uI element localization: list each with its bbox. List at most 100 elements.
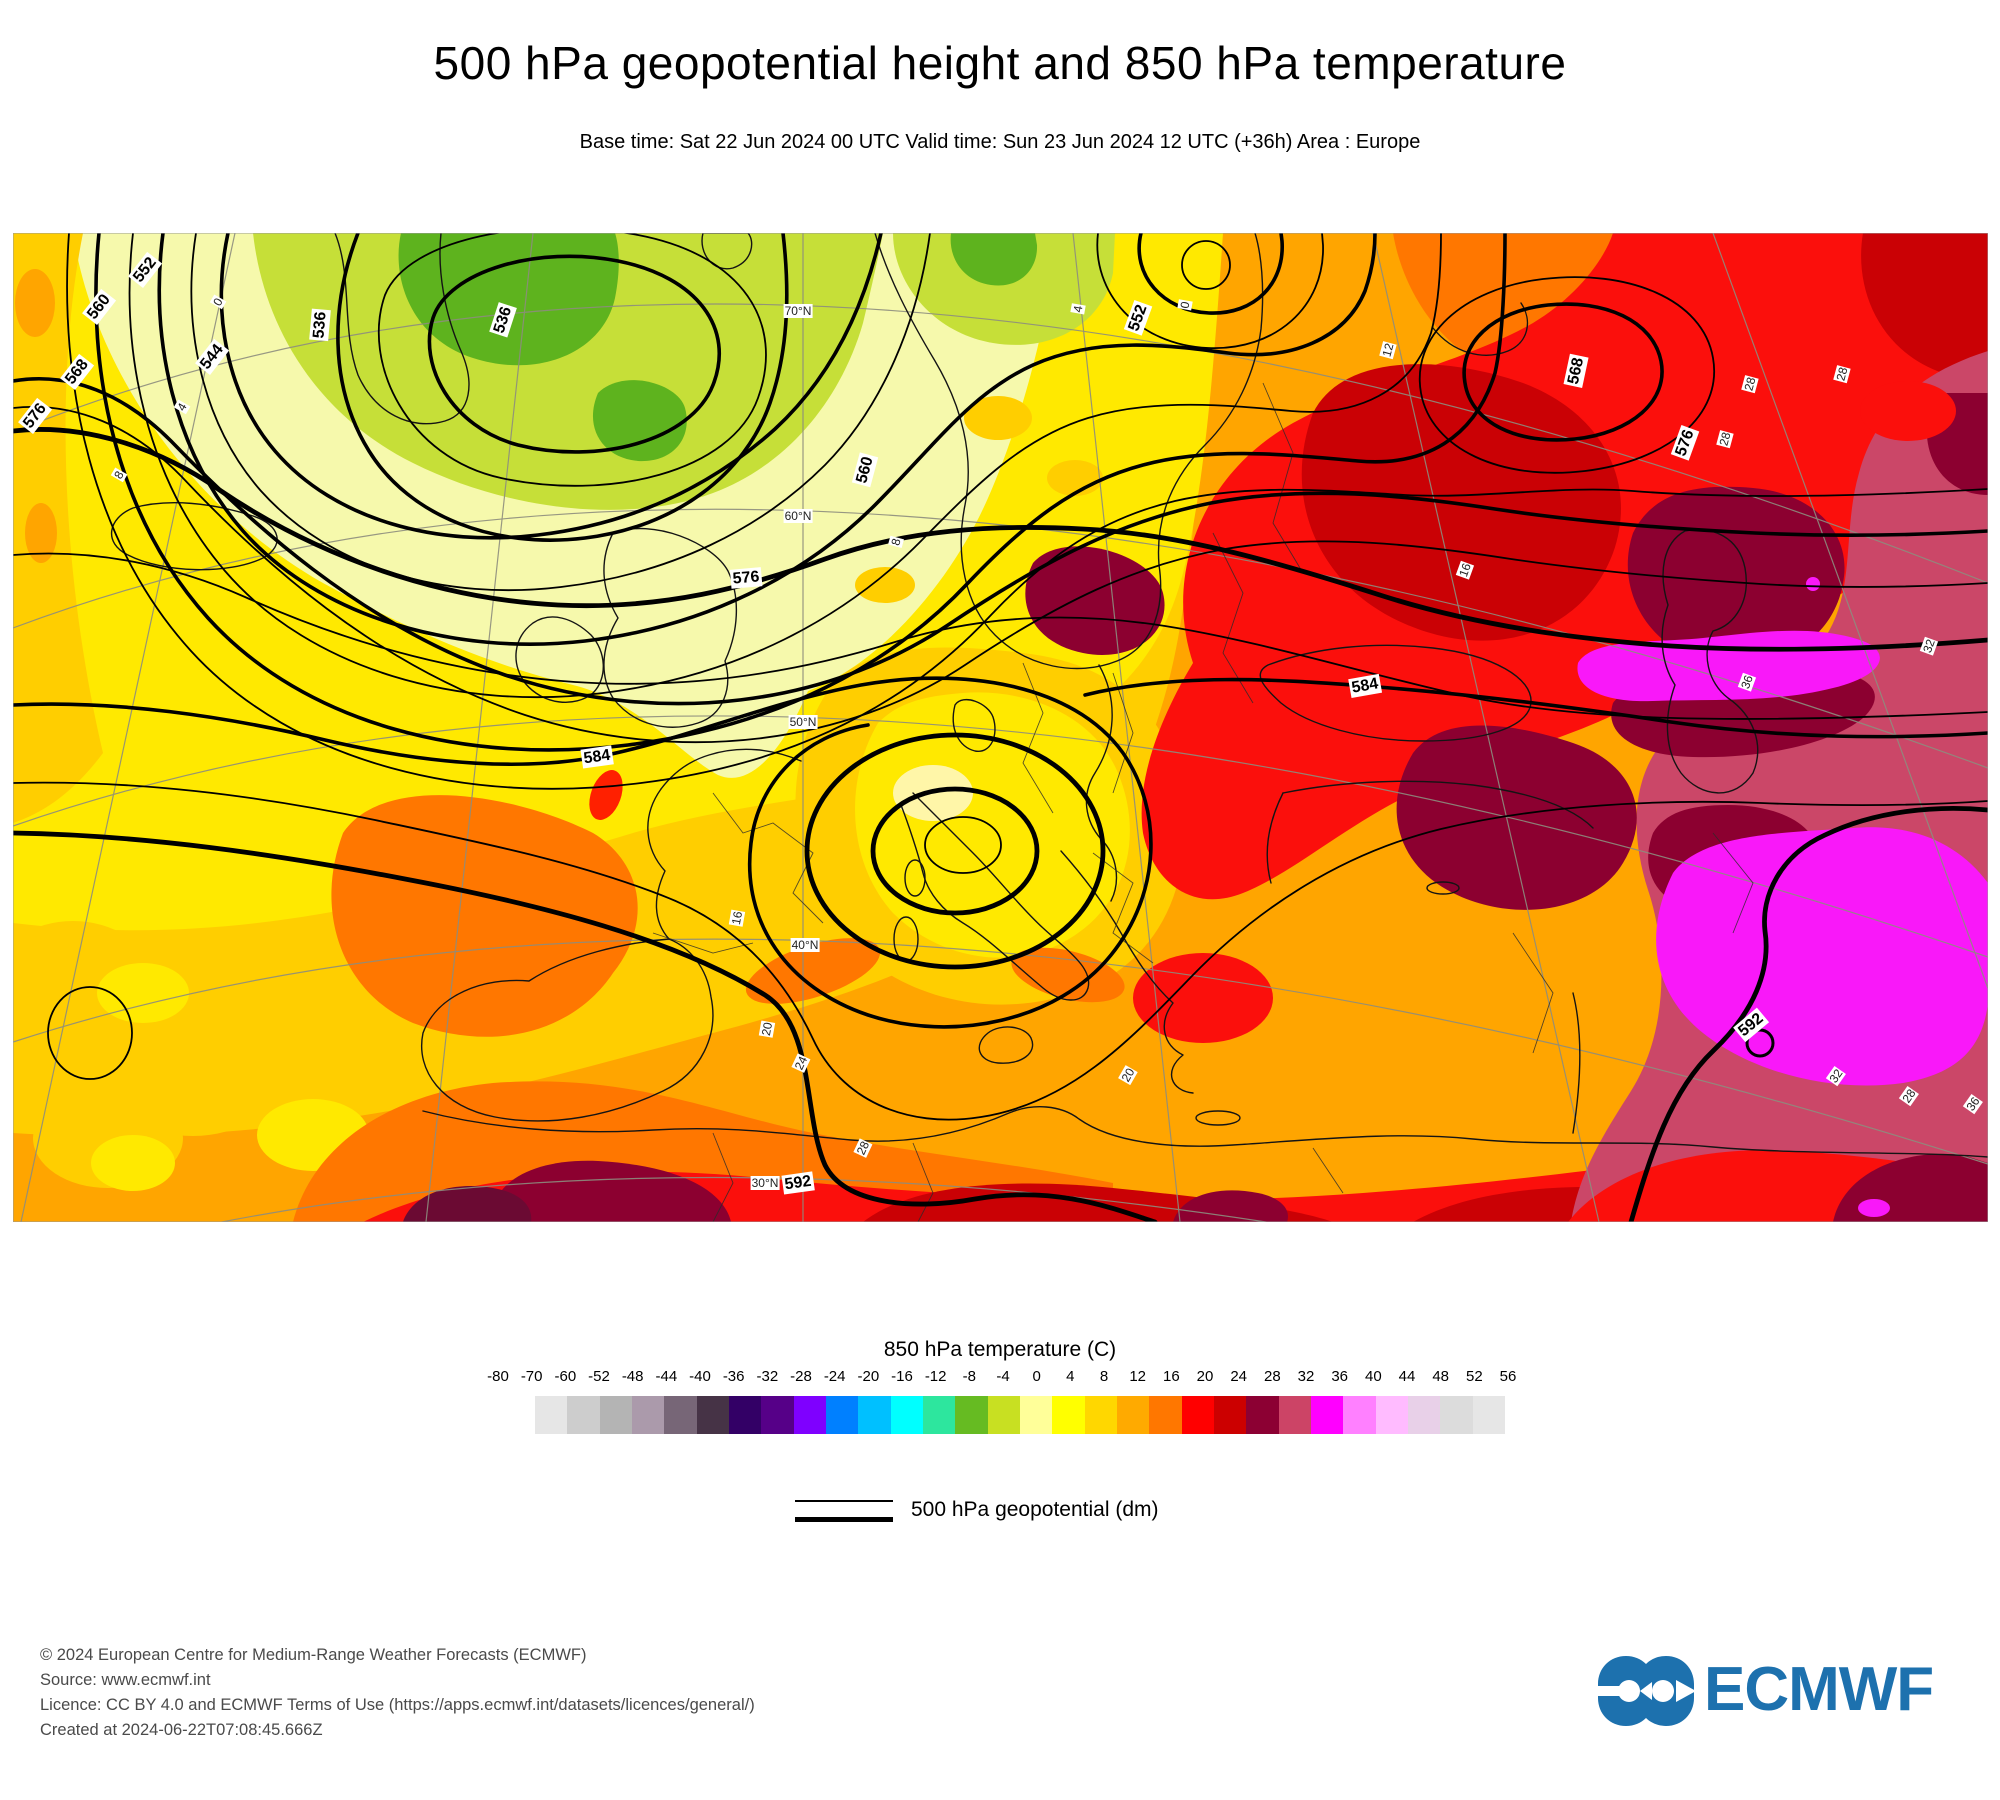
graticule-label: 40°N bbox=[790, 938, 820, 952]
footer-line: © 2024 European Centre for Medium-Range … bbox=[40, 1646, 587, 1664]
fill-gold-spot-2 bbox=[1047, 460, 1103, 496]
footer-line: Created at 2024-06-22T07:08:45.666Z bbox=[40, 1721, 323, 1739]
colorbar-tick: 4 bbox=[1066, 1368, 1075, 1385]
colorbar-title: 850 hPa temperature (C) bbox=[883, 1338, 1117, 1361]
contours-thin bbox=[13, 233, 1988, 1121]
colorbar-cell bbox=[825, 1396, 859, 1434]
colorbar-cell bbox=[1310, 1396, 1344, 1434]
colorbar-cell bbox=[1278, 1396, 1311, 1434]
colorbar-cell bbox=[761, 1396, 794, 1434]
colorbar-cell bbox=[1407, 1396, 1441, 1434]
colorbar-tick: -60 bbox=[554, 1368, 577, 1385]
footer-line: Source: www.ecmwf.int bbox=[40, 1671, 211, 1689]
colorbar-tick: 36 bbox=[1331, 1368, 1348, 1385]
colorbar-tick: 12 bbox=[1129, 1368, 1146, 1385]
fill-maroon-atlas2 bbox=[403, 1186, 532, 1222]
contours-extra-bold bbox=[13, 427, 1988, 1222]
colorbar-cell bbox=[793, 1396, 826, 1434]
contour-label: 576 bbox=[729, 567, 763, 589]
fill-magenta-dot2 bbox=[1858, 1199, 1890, 1217]
colorbar-tick: -4 bbox=[996, 1368, 1010, 1385]
colorbar-cell bbox=[1472, 1396, 1505, 1434]
contours-bold bbox=[13, 233, 1988, 1029]
colorbar-tick: 48 bbox=[1432, 1368, 1449, 1385]
fill-orange-spot-2 bbox=[25, 503, 57, 563]
colorbar-cell bbox=[1084, 1396, 1117, 1434]
colorbar-tick: -8 bbox=[962, 1368, 976, 1385]
fill-maroon-ne-blacksea bbox=[1025, 546, 1165, 655]
colorbar-cell bbox=[599, 1396, 632, 1434]
colorbar-cell bbox=[728, 1396, 762, 1434]
footer: © 2024 European Centre for Medium-Range … bbox=[40, 1643, 755, 1743]
ecmwf-logo-text: ECMWF bbox=[1704, 1655, 1934, 1724]
colorbar-cell bbox=[1440, 1396, 1473, 1434]
colorbar-tick: -16 bbox=[891, 1368, 913, 1385]
contour-label: 536 bbox=[309, 308, 331, 342]
fill-yellow-italy bbox=[855, 692, 1130, 958]
colorbar-cell bbox=[1116, 1396, 1150, 1434]
page-title: 500 hPa geopotential height and 850 hPa … bbox=[433, 37, 1567, 89]
fill-greenyellow-barents bbox=[893, 233, 1115, 345]
fill-maroon-libya bbox=[1173, 1190, 1288, 1222]
colorbar-tick: -40 bbox=[689, 1368, 711, 1385]
weather-map: 536 536 544 552 552 560 560 568 568 576 576 576 584 5… bbox=[13, 233, 1988, 1222]
colorbar-tick: 28 bbox=[1263, 1368, 1281, 1385]
coastlines bbox=[110, 233, 1988, 1158]
colorbar-tick: -24 bbox=[823, 1368, 846, 1385]
colorbar-tick: 52 bbox=[1465, 1368, 1483, 1385]
map-graphic bbox=[13, 233, 1988, 1222]
colorbar-tick: -52 bbox=[588, 1368, 610, 1385]
legend-line-thin-icon bbox=[795, 1500, 893, 1502]
colorbar-tick: -28 bbox=[790, 1368, 812, 1385]
legend-label: 500 hPa geopotential (dm) bbox=[911, 1498, 1159, 1521]
fill-red-aegean bbox=[1133, 953, 1273, 1043]
fill-orange-spot-1 bbox=[15, 269, 55, 337]
colorbar-tick: 24 bbox=[1230, 1368, 1247, 1385]
fill-red-spain-dot bbox=[589, 770, 623, 820]
graticule-label: 50°N bbox=[788, 715, 818, 729]
colorbar-cell bbox=[567, 1396, 600, 1434]
fill-maroon-caspian-n bbox=[1627, 486, 1845, 665]
colorbar-cell bbox=[890, 1396, 923, 1434]
page-subtitle: Base time: Sat 22 Jun 2024 00 UTC Valid … bbox=[579, 131, 1421, 153]
colorbar-cell bbox=[535, 1396, 568, 1434]
fill-maroon-atlas bbox=[492, 1160, 731, 1222]
colorbar-cell bbox=[1375, 1396, 1408, 1434]
ecmwf-logo: ECMWF bbox=[1596, 1652, 1956, 1732]
colorbar-cell bbox=[987, 1396, 1020, 1434]
colorbar-tick: -36 bbox=[722, 1368, 745, 1385]
colorbar-cell bbox=[1213, 1396, 1247, 1434]
fill-yellow-sw3 bbox=[91, 1135, 175, 1191]
colorbar-ticks: -80 -70 -60 -52 -48 -44 -40 -36 -32 -28 -24 -20 -16-… bbox=[0, 1368, 2000, 1388]
colorbar-cell bbox=[664, 1396, 697, 1434]
graticule-label: 70°N bbox=[783, 304, 813, 318]
colorbar-tick: -44 bbox=[655, 1368, 678, 1385]
colorbar-cell bbox=[1343, 1396, 1376, 1434]
fill-gold-spot-3 bbox=[855, 567, 915, 603]
colorbar-tick: -32 bbox=[756, 1368, 779, 1385]
colorbar-tick: -48 bbox=[621, 1368, 644, 1385]
graticule-label: 16 bbox=[728, 909, 746, 927]
fill-dkorange-low-sw bbox=[745, 938, 881, 1004]
colorbar-tick: 8 bbox=[1099, 1368, 1109, 1385]
colorbar-cell bbox=[1246, 1396, 1279, 1434]
fill-yellow-sw1 bbox=[97, 963, 189, 1023]
colorbar-tick: -70 bbox=[520, 1368, 543, 1385]
colorbar-cell bbox=[922, 1396, 956, 1434]
colorbar-tick: -20 bbox=[857, 1368, 880, 1385]
colorbar-tick: 20 bbox=[1196, 1368, 1214, 1385]
colorbar-tick: 0 bbox=[1032, 1368, 1041, 1385]
legend-line-thick-icon bbox=[795, 1517, 893, 1522]
fill-magenta-dot1 bbox=[1806, 577, 1820, 591]
colorbar-tick: 32 bbox=[1297, 1368, 1315, 1385]
colorbar-tick: 56 bbox=[1499, 1368, 1517, 1385]
colorbar-tick: -12 bbox=[924, 1368, 947, 1385]
fill-maroon-anatolia bbox=[1396, 725, 1637, 910]
colorbar-tick: 40 bbox=[1364, 1368, 1382, 1385]
colorbar-cell bbox=[1052, 1396, 1085, 1434]
fill-dkorange-iberia bbox=[331, 795, 638, 1037]
colorbar-cell bbox=[1149, 1396, 1182, 1434]
fill-dkred-corner bbox=[1861, 233, 1988, 377]
colorbar-tick: -80 bbox=[487, 1368, 509, 1385]
colorbar-cell bbox=[1181, 1396, 1214, 1434]
